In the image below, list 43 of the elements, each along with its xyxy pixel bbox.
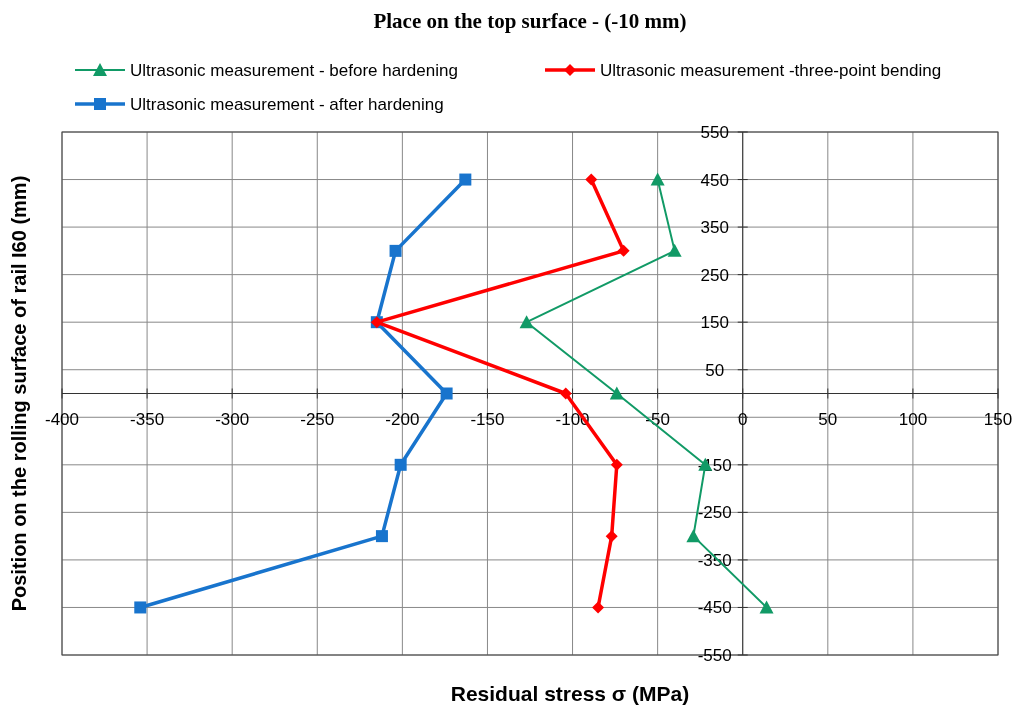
x-tick-label: 100 (898, 409, 928, 429)
x-tick-label: -200 (385, 409, 420, 429)
point (610, 458, 623, 471)
legend-label: Ultrasonic measurement - before hardening (130, 61, 458, 80)
point (667, 243, 682, 257)
y-axis-title: Position on the rolling surface of rail I60 (mm) (8, 175, 30, 612)
y-tick-label: 450 (700, 170, 729, 190)
point (592, 601, 605, 614)
y-tick-label: 250 (700, 265, 729, 285)
point (394, 458, 407, 471)
x-tick-label: -400 (44, 409, 80, 429)
x-axis-title: Residual stress σ (MPa) (450, 682, 690, 705)
chart-title: Place on the top surface - (-10 mm) (373, 9, 687, 33)
x-tick-label: -300 (215, 409, 250, 429)
x-tick-label: 50 (818, 409, 838, 429)
x-tick-label: 150 (983, 409, 1013, 429)
point (389, 244, 402, 257)
x-tick-label: -50 (645, 409, 670, 429)
point (585, 173, 598, 186)
y-tick-label: -450 (697, 598, 732, 618)
point (605, 530, 618, 543)
legend-label: Ultrasonic measurement - after hardening (130, 95, 444, 114)
legend-label: Ultrasonic measurement -three-point bending (600, 61, 942, 80)
y-tick-label: 550 (700, 123, 729, 142)
point (459, 173, 472, 186)
point (440, 387, 453, 400)
point (375, 530, 388, 543)
point (559, 387, 572, 400)
y-tick-label: 50 (705, 360, 725, 380)
x-tick-label: -150 (470, 409, 505, 429)
point (686, 529, 701, 543)
x-tick-label: -350 (130, 409, 165, 429)
point (650, 172, 665, 186)
point (609, 386, 624, 400)
point (759, 600, 774, 614)
y-tick-label: 150 (700, 313, 729, 333)
x-tick-label: -250 (300, 409, 335, 429)
point (134, 601, 147, 614)
point (617, 244, 630, 257)
point (519, 315, 534, 329)
y-tick-label: 350 (700, 218, 729, 238)
y-tick-label: -250 (697, 503, 732, 523)
y-tick-label: -550 (697, 646, 732, 665)
